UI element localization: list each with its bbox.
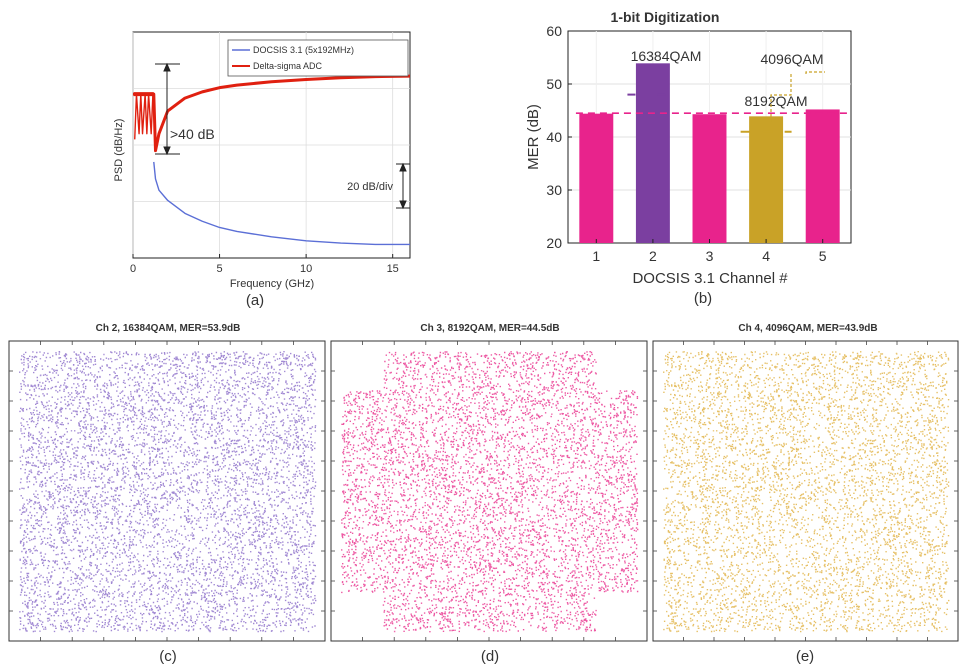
- panel-d-label: (d): [481, 648, 499, 665]
- panel-b-x-tick-label: 3: [706, 248, 714, 264]
- panel-b-bars: [579, 63, 840, 244]
- panel-e-title: Ch 4, 4096QAM, MER=43.9dB: [738, 323, 877, 334]
- bar-channel-1: [579, 113, 614, 244]
- panel-b-y-tick-label: 20: [546, 235, 562, 251]
- series-delta-sigma-notches: [134, 93, 154, 140]
- panel-e-label: (e): [796, 648, 814, 665]
- panel-b-title: 1-bit Digitization: [611, 9, 720, 25]
- panel-a-x-tick-label: 10: [300, 263, 312, 275]
- panel-c-label: (c): [159, 648, 177, 665]
- annotation-40db: >40 dB: [170, 126, 215, 142]
- panel-d: Ch 3, 8192QAM, MER=44.5dB (d): [330, 323, 648, 665]
- panel-c: Ch 2, 16384QAM, MER=53.9dB (c): [8, 323, 326, 665]
- panel-b-x-tick-label: 4: [762, 248, 770, 264]
- panel-a-label: (a): [246, 292, 264, 309]
- bar-channel-4: [749, 116, 784, 243]
- panel-b-thresholds: [575, 93, 847, 133]
- panel-b-y-tick-label: 30: [546, 182, 562, 198]
- constellation-points: [341, 351, 639, 633]
- constellation-points: [663, 351, 950, 633]
- panel-e-plot-area: [652, 340, 959, 642]
- panel-b-x-ticks: 1 2 3 4 5: [592, 239, 827, 264]
- panel-d-constellation: [341, 351, 639, 633]
- legend-label-delta-sigma: Delta-sigma ADC: [253, 61, 323, 71]
- panel-b-y-tick-label: 50: [546, 76, 562, 92]
- threshold-label-4096qam: 4096QAM: [760, 51, 823, 67]
- panel-a-x-ticks: 0 5 10 15: [130, 254, 399, 275]
- panel-b-x-axis-label: DOCSIS 3.1 Channel #: [632, 270, 788, 287]
- panel-b-y-tick-label: 60: [546, 23, 562, 39]
- threshold-label-8192qam: 8192QAM: [744, 93, 807, 109]
- panel-b-x-tick-label: 5: [819, 248, 827, 264]
- series-docsis-line: [153, 161, 410, 246]
- panel-d-grid: [331, 341, 647, 641]
- panel-b-label: (b): [694, 290, 712, 307]
- panel-a: 0 5 10 15 Frequency (GHz) PSD (dB/Hz) >40 d…: [113, 31, 411, 309]
- threshold-label-16384qam: 16384QAM: [631, 48, 702, 64]
- panel-c-grid: [9, 341, 325, 641]
- panel-a-legend: DOCSIS 3.1 (5x192MHz) Delta-sigma ADC: [227, 39, 409, 77]
- annotation-40db-arrow: [155, 62, 180, 156]
- panel-a-x-axis-label: Frequency (GHz): [230, 278, 314, 290]
- panel-a-series: [133, 74, 411, 246]
- panel-c-title: Ch 2, 16384QAM, MER=53.9dB: [96, 323, 241, 334]
- panel-b-y-ticks: 20 30 40 50 60: [546, 23, 572, 251]
- threshold-leader-4096qam: [770, 74, 792, 122]
- panel-e-constellation: [663, 351, 950, 633]
- threshold-leader-4096qam-tail: [805, 71, 825, 74]
- panel-d-plot-area: [330, 340, 648, 642]
- bar-channel-3: [692, 114, 727, 244]
- panel-b-y-tick-label: 40: [546, 129, 562, 145]
- panel-a-x-tick-label: 15: [387, 263, 399, 275]
- legend-label-docsis: DOCSIS 3.1 (5x192MHz): [253, 45, 354, 55]
- panel-d-title: Ch 3, 8192QAM, MER=44.5dB: [420, 323, 559, 334]
- panel-e: Ch 4, 4096QAM, MER=43.9dB (e): [652, 323, 959, 665]
- annotation-20db-div: 20 dB/div: [347, 181, 393, 193]
- bar-channel-2: [635, 63, 670, 243]
- panel-e-grid: [653, 341, 958, 641]
- panel-b-x-tick-label: 2: [649, 248, 657, 264]
- panel-a-grid: [132, 32, 410, 258]
- panel-a-x-tick-label: 5: [217, 263, 223, 275]
- panel-a-y-axis-label: PSD (dB/Hz): [113, 119, 125, 182]
- panel-c-plot-area: [8, 340, 326, 642]
- bar-channel-5: [805, 109, 840, 243]
- series-delta-sigma-line: [133, 74, 411, 153]
- panel-b-y-axis-label: MER (dB): [525, 104, 542, 170]
- panel-b-x-tick-label: 1: [592, 248, 600, 264]
- constellation-points: [19, 351, 317, 633]
- panel-c-constellation: [19, 351, 317, 633]
- panel-a-x-tick-label: 0: [130, 263, 136, 275]
- panel-b: 1-bit Digitization 20 30 40 50 60 1 2 3 4 5 MER …: [525, 9, 852, 307]
- annotation-20db-div-arrow: [396, 162, 410, 210]
